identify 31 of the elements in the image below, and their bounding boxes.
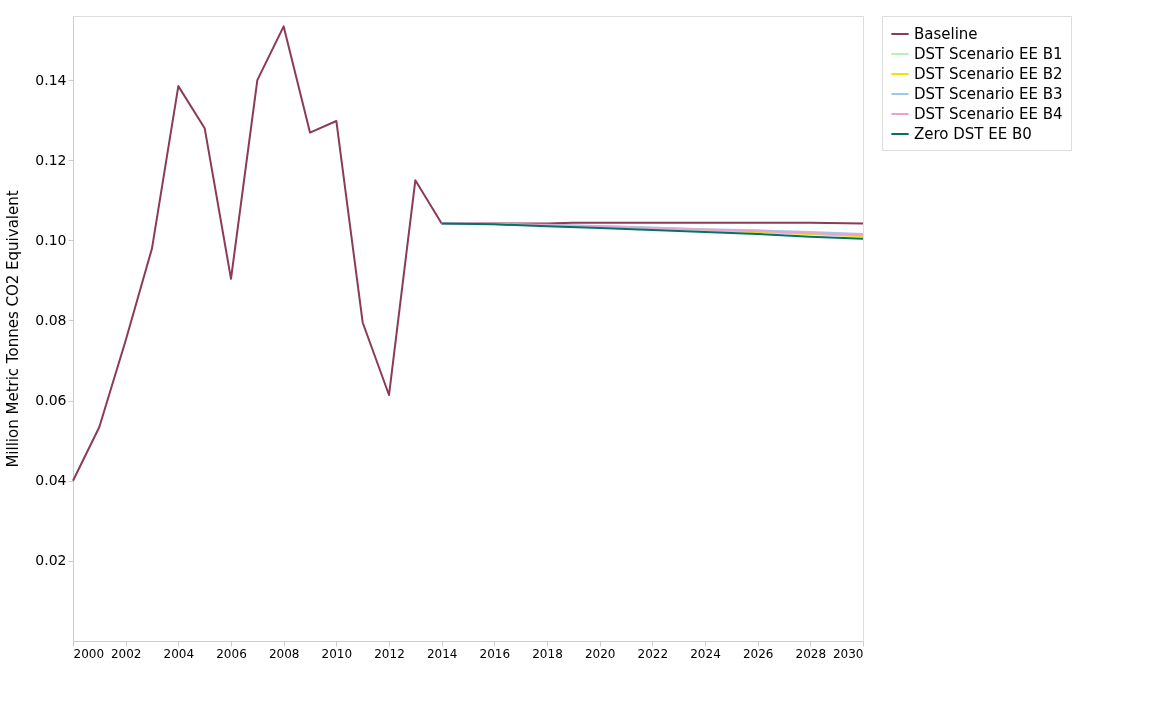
legend-label: DST Scenario EE B4 <box>914 105 1063 123</box>
y-tick-label: 0.08 <box>35 311 67 328</box>
x-tick-label: 2018 <box>532 646 563 661</box>
x-tick-label: 2030 <box>832 646 864 661</box>
legend-label: DST Scenario EE B3 <box>914 85 1063 103</box>
x-tick-label: 2006 <box>216 646 247 661</box>
legend-label: DST Scenario EE B2 <box>914 65 1063 83</box>
y-tick-label: 0.04 <box>35 472 67 489</box>
y-tick-label: 0.02 <box>35 552 67 569</box>
y-tick-label: 0.14 <box>35 71 67 88</box>
x-tick-label: 2020 <box>584 646 616 661</box>
legend-label: Zero DST EE B0 <box>914 125 1032 143</box>
line-series <box>72 25 864 482</box>
x-tick-label: 2022 <box>637 646 669 661</box>
x-tick-label: 2028 <box>795 646 827 661</box>
y-tick-label: 0.12 <box>35 151 67 168</box>
x-tick-label: 2014 <box>426 646 458 661</box>
y-tick-label: 0.10 <box>35 231 67 248</box>
y-tick-label: 0.06 <box>35 392 67 409</box>
x-tick-label: 2008 <box>268 646 300 661</box>
x-tick-label: 2024 <box>690 646 721 661</box>
x-tick-label: 2016 <box>479 646 511 661</box>
x-tick-label: 2000 <box>73 646 105 661</box>
x-tick-label: 2012 <box>374 646 405 661</box>
legend-label: DST Scenario EE B1 <box>914 45 1063 63</box>
y-axis-title: Million Metric Tonnes CO2 Equivalent <box>4 190 23 468</box>
legend-label: Baseline <box>914 25 978 43</box>
x-tick-label: 2004 <box>163 646 195 661</box>
x-tick-label: 2002 <box>110 646 142 661</box>
x-tick-label: 2010 <box>321 646 353 661</box>
x-tick-label: 2026 <box>742 646 774 661</box>
